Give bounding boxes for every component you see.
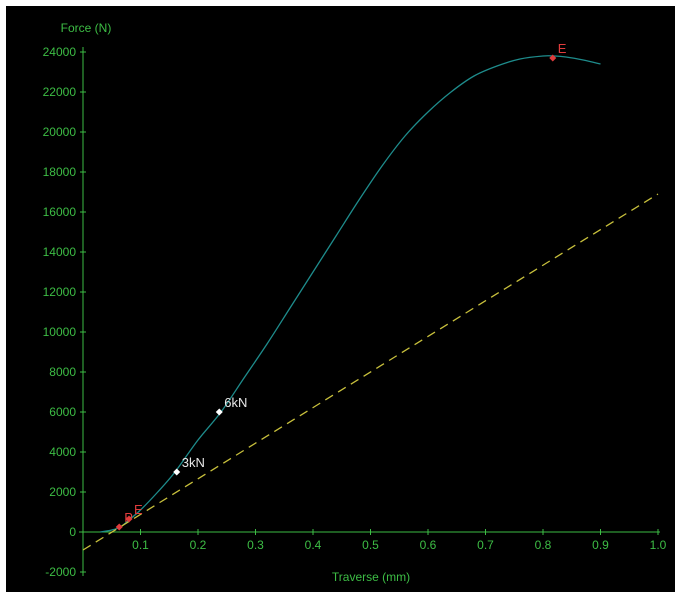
y-tick-label: 10000: [43, 325, 77, 339]
y-tick-label: 12000: [43, 285, 77, 299]
y-tick-label: 18000: [43, 165, 77, 179]
x-tick-label: 0.9: [592, 538, 609, 552]
marker-label: 3kN: [182, 455, 205, 470]
marker-label: E: [558, 41, 567, 56]
axes: [79, 47, 660, 576]
data-marker: [215, 408, 223, 416]
y-tick-label: 24000: [43, 45, 77, 59]
x-tick-label: 0.8: [535, 538, 552, 552]
x-tick-label: 0.4: [305, 538, 322, 552]
axis-ticks: -2000 0 2000 4000 6000 8000 10000 12000 14000 160…: [43, 45, 667, 579]
data-marker: [549, 54, 557, 62]
data-marker: [173, 468, 181, 476]
y-axis-title: Force (N): [61, 21, 112, 35]
series-layer: [82, 55, 659, 551]
y-tick-label: 6000: [49, 405, 76, 419]
data-marker: [125, 515, 133, 523]
y-tick-label: 20000: [43, 125, 77, 139]
marker-label: E: [134, 502, 143, 517]
x-tick-label: 0.2: [190, 538, 207, 552]
data-marker: [115, 523, 123, 531]
x-tick-label: 0.6: [420, 538, 437, 552]
y-tick-label: 8000: [49, 365, 76, 379]
y-tick-label: 4000: [49, 445, 76, 459]
y-tick-label: -2000: [45, 565, 76, 579]
y-tick-label: 22000: [43, 85, 77, 99]
marker-layer: 6kN3kNEPE: [115, 41, 567, 531]
y-tick-label: 0: [69, 525, 76, 539]
y-tick-label: 2000: [49, 485, 76, 499]
x-tick-label: 0.3: [247, 538, 264, 552]
x-tick-label: 0.7: [477, 538, 494, 552]
x-tick-label: 0.5: [362, 538, 379, 552]
y-tick-label: 14000: [43, 245, 77, 259]
marker-label: 6kN: [224, 395, 247, 410]
x-tick-label: 0.1: [132, 538, 149, 552]
y-tick-label: 16000: [43, 205, 77, 219]
series-line-force: [100, 55, 601, 533]
x-axis-title: Traverse (mm): [332, 570, 410, 584]
series-line-dashed: [82, 193, 659, 551]
x-tick-label: 1.0: [650, 538, 667, 552]
force-traverse-chart: -2000 0 2000 4000 6000 8000 10000 12000 14000 160…: [43, 21, 667, 584]
chart-panel: -2000 0 2000 4000 6000 8000 10000 12000 14000 160…: [6, 6, 675, 592]
